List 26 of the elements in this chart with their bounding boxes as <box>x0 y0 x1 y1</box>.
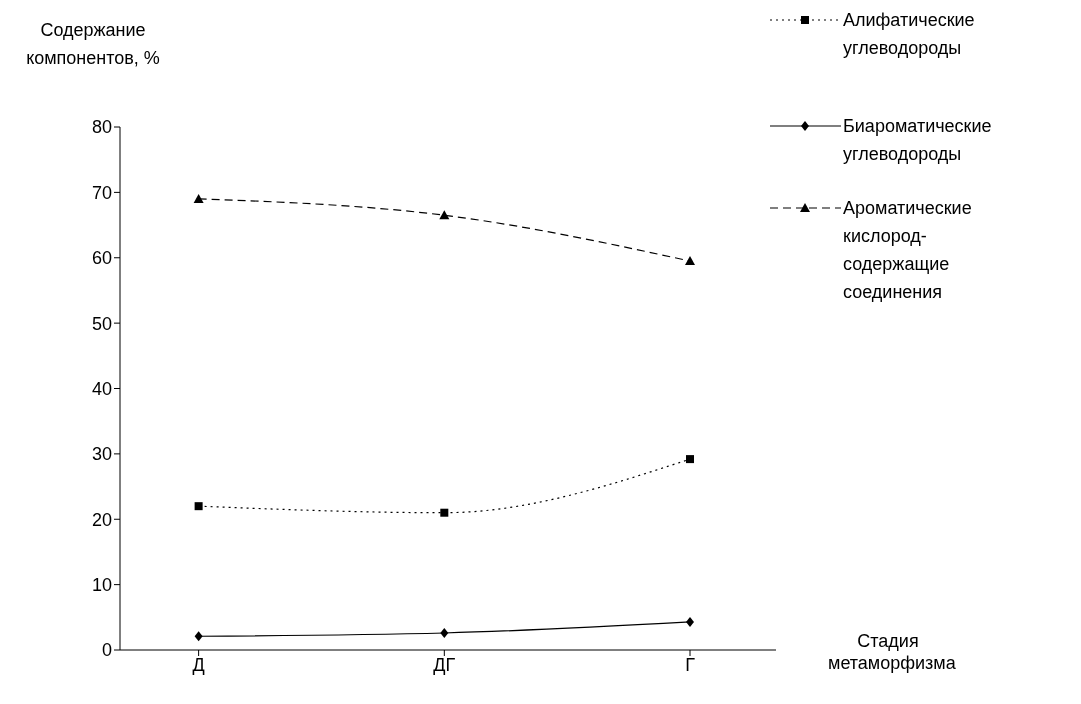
y-axis-title: Содержание компонентов, % <box>25 19 161 70</box>
point <box>440 508 449 517</box>
legend-label: Ароматические кислород-содержащие соединения <box>843 197 973 304</box>
y-tick-label: 80 <box>91 117 112 138</box>
x-tick-label: Д <box>192 654 205 675</box>
point <box>193 193 204 203</box>
y-tick-label: 60 <box>91 248 112 269</box>
legend-label: Биароматические углеводороды <box>843 115 993 166</box>
legend-label: Алифатические углеводороды <box>843 9 976 60</box>
y-tick-label: 50 <box>91 313 112 334</box>
y-tick-label: 0 <box>101 640 112 661</box>
y-tick-label: 40 <box>91 378 112 399</box>
point <box>194 502 203 511</box>
x-axis-title: Стадия метаморфизма <box>828 630 956 674</box>
y-tick-label: 20 <box>91 509 112 530</box>
point <box>440 628 449 638</box>
x-tick-label: ДГ <box>433 654 456 675</box>
point <box>439 210 450 220</box>
x-tick-label: Г <box>685 654 696 675</box>
point <box>686 616 695 627</box>
point <box>686 455 695 464</box>
point <box>685 256 696 266</box>
y-tick-label: 30 <box>91 444 112 465</box>
y-tick-label: 10 <box>91 575 112 596</box>
point <box>194 631 203 642</box>
y-tick-label: 70 <box>91 182 112 203</box>
